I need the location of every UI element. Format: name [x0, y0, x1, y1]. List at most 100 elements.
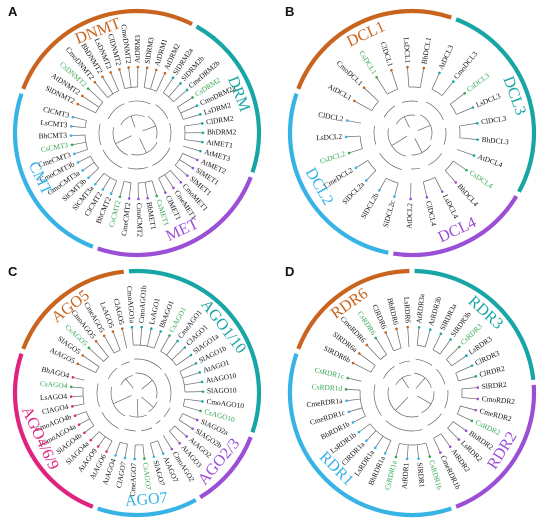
tip-marker [186, 174, 189, 177]
tree-branch [387, 88, 398, 95]
panel-label: B [285, 4, 294, 19]
tree-branch [71, 134, 86, 136]
tree-branch [177, 97, 193, 108]
tree-branch [456, 149, 475, 156]
tree-branch [346, 389, 361, 391]
tree-branch [407, 67, 410, 88]
tip-marker [440, 190, 444, 193]
panel-label: C [8, 264, 18, 279]
tree-branch [395, 397, 409, 411]
tip-marker [373, 446, 377, 450]
tree-branch [112, 127, 128, 156]
tree-branch [415, 377, 426, 389]
tree-branch [121, 328, 128, 349]
tree-branch [447, 421, 454, 429]
leaf-label: CmoCMT2 [135, 203, 145, 238]
clade-arc [21, 269, 125, 350]
tree-branch [71, 386, 84, 389]
tip-marker [87, 176, 90, 180]
tree-branch [141, 380, 153, 390]
tip-marker [185, 435, 188, 438]
tree-branch [160, 335, 170, 352]
tree-branch [452, 421, 467, 431]
tip-marker [465, 168, 468, 172]
tree-branch [374, 435, 384, 449]
tree-branch [184, 123, 203, 127]
tip-marker [384, 331, 387, 334]
clade-arc [97, 176, 253, 258]
leaf-label: LsDCL4 [441, 193, 461, 220]
tip-marker [120, 327, 124, 330]
tree-branch [425, 101, 444, 121]
tree-branch [179, 363, 197, 372]
tip-marker [351, 421, 355, 424]
leaf-label: LsDCL2 [316, 132, 343, 143]
leaf-label: CmoAGO1b [137, 285, 149, 324]
tree-branch [401, 377, 409, 389]
tree-branch [163, 407, 171, 417]
tip-marker [422, 66, 426, 70]
tree-branch [352, 415, 366, 423]
tree-panel-c: CAtAGO5SlAGO5CsAGO5CmoAGO5CmeAGO5LsAGO5C… [8, 264, 262, 518]
tip-marker [140, 325, 143, 329]
leaf-label: ClDCL4 [424, 200, 439, 227]
tree-branch [427, 413, 442, 426]
tree-branch [425, 442, 431, 457]
tree-branch [353, 362, 372, 373]
leaf-label: BhAGO4 [41, 364, 71, 380]
tree-branch [459, 122, 478, 127]
tree-branch [439, 339, 451, 355]
tip-marker [364, 179, 368, 182]
tree-branch [141, 396, 154, 408]
tree-branch [399, 360, 410, 364]
tip-marker [471, 106, 475, 109]
tree-branch [124, 444, 128, 458]
leaf-label: LsRDR6 [402, 297, 413, 324]
tree-branch [127, 167, 148, 170]
tree-branch [155, 104, 169, 120]
tip-marker [449, 338, 452, 341]
tip-marker [73, 414, 77, 418]
leaf-label: CmeCMT2 [119, 202, 132, 237]
tip-marker [105, 450, 108, 453]
tree-branch [408, 86, 421, 89]
tree-branch [169, 123, 172, 143]
leaf-label: CmeRDR1a [306, 396, 344, 409]
tree-branch [158, 170, 171, 179]
tip-marker [374, 336, 377, 340]
clade-arc [12, 93, 94, 249]
tree-branch [387, 387, 419, 418]
tip-marker [154, 68, 158, 72]
tip-marker [195, 104, 199, 107]
tree-branch [406, 444, 409, 459]
tip-marker [81, 354, 85, 357]
clade-arc [128, 268, 262, 433]
tree-branch [395, 443, 400, 458]
tree-branch [101, 411, 119, 429]
leaf-label: CsRDR1c [314, 365, 346, 381]
tree-branch [164, 174, 174, 189]
leaf-label: AtDCL4 [477, 152, 505, 169]
leaf-label: CsAGO7 [141, 462, 153, 491]
leaf-label: SlAGO10 [207, 386, 237, 396]
tip-marker [127, 66, 130, 69]
leaf-label: CsAGO4 [40, 379, 69, 391]
tip-marker [409, 197, 412, 201]
tree-branch [164, 373, 172, 403]
tree-branch [103, 173, 117, 182]
tip-marker [345, 119, 349, 122]
tip-marker [163, 71, 167, 75]
tip-marker [172, 186, 175, 190]
leaf-label: CmoRDR2 [481, 394, 515, 406]
tip-marker [170, 447, 174, 451]
tree-branch [383, 365, 395, 379]
tip-marker [439, 332, 443, 335]
tree-branch [82, 95, 100, 108]
tip-marker [93, 182, 97, 186]
tip-marker [428, 455, 432, 458]
leaf-label: AtDCL3 [436, 43, 455, 71]
leaf-label: CsRDR1a [383, 459, 399, 491]
tip-marker [87, 346, 91, 350]
tree-branch [347, 120, 362, 124]
